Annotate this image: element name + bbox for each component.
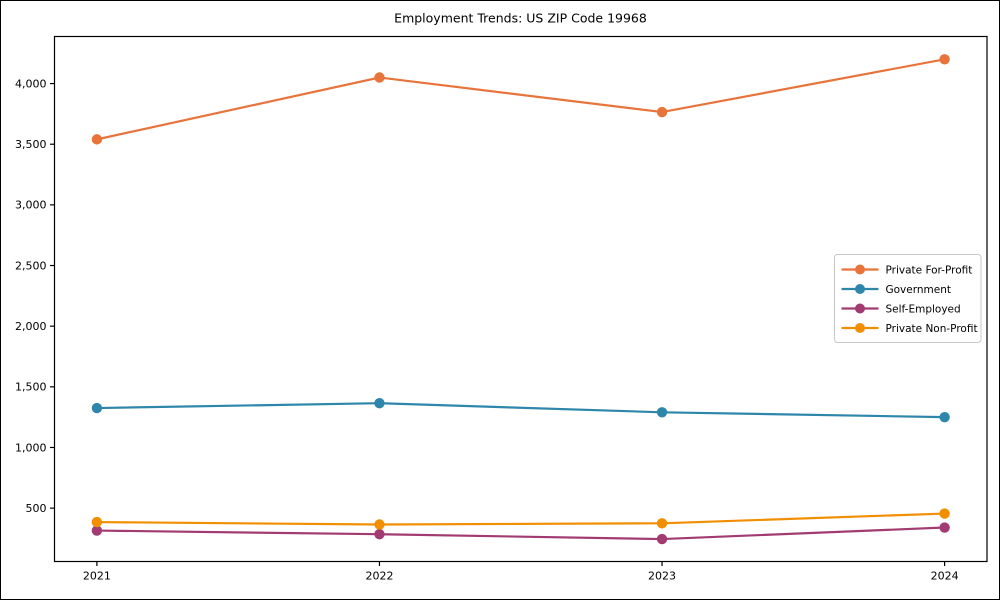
- data-point-government: [374, 397, 385, 409]
- x-tick-label: 2024: [931, 570, 959, 583]
- y-tick-label: 2,500: [15, 259, 47, 272]
- data-point-government: [656, 407, 668, 418]
- x-tick-label: 2021: [83, 570, 111, 583]
- data-point-private-for-profit: [374, 72, 385, 83]
- data-point-private-for-profit: [656, 106, 668, 118]
- data-point-private-for-profit: [91, 134, 103, 145]
- data-point-private-non-profit: [656, 518, 668, 529]
- legend-box: [834, 254, 982, 343]
- y-tick-label: 4,000: [15, 77, 47, 90]
- series-line-self-employed: [96, 526, 945, 541]
- series-line-private-for-profit: [96, 58, 945, 141]
- data-point-government: [91, 402, 103, 414]
- series-line-government: [96, 402, 945, 419]
- data-point-private-for-profit: [939, 54, 950, 65]
- x-tick-label: 2023: [648, 570, 676, 583]
- legend-marker-private-for-profit: [855, 264, 865, 275]
- y-tick-label: 3,500: [15, 138, 47, 151]
- y-tick-label: 3,000: [15, 199, 47, 212]
- plot-area: 500 1,000 1,500 2,000 2,500 3,000 3,500 4,000 20…: [15, 35, 988, 583]
- chart-title: Employment Trends: US ZIP Code 19968: [394, 11, 647, 26]
- legend-label-self-employed: Self-Employed: [886, 303, 961, 315]
- x-tick-label: 2022: [365, 570, 393, 583]
- y-tick-label: 2,000: [15, 320, 47, 333]
- legend-marker-government: [855, 284, 865, 294]
- series-line-private-non-profit: [96, 512, 945, 526]
- y-tick-label: 1,000: [15, 441, 47, 454]
- legend-label-government: Government: [886, 284, 951, 296]
- y-tick-label: 500: [26, 502, 47, 515]
- y-tick-label: 1,500: [15, 381, 47, 394]
- legend-label-private-for-profit: Private For-Profit: [886, 264, 973, 276]
- data-point-private-non-profit: [939, 508, 950, 519]
- plot-border: [53, 35, 988, 563]
- data-point-self-employed: [939, 522, 950, 533]
- legend-label-private-non-profit: Private Non-Profit: [886, 323, 978, 335]
- data-point-self-employed: [91, 525, 103, 536]
- legend-marker-self-employed: [855, 303, 865, 314]
- data-point-private-non-profit: [374, 519, 385, 530]
- data-point-self-employed: [374, 529, 385, 540]
- data-point-government: [939, 411, 950, 423]
- legend-marker-private-non-profit: [855, 323, 865, 333]
- data-point-private-non-profit: [91, 516, 103, 528]
- data-point-self-employed: [656, 533, 668, 545]
